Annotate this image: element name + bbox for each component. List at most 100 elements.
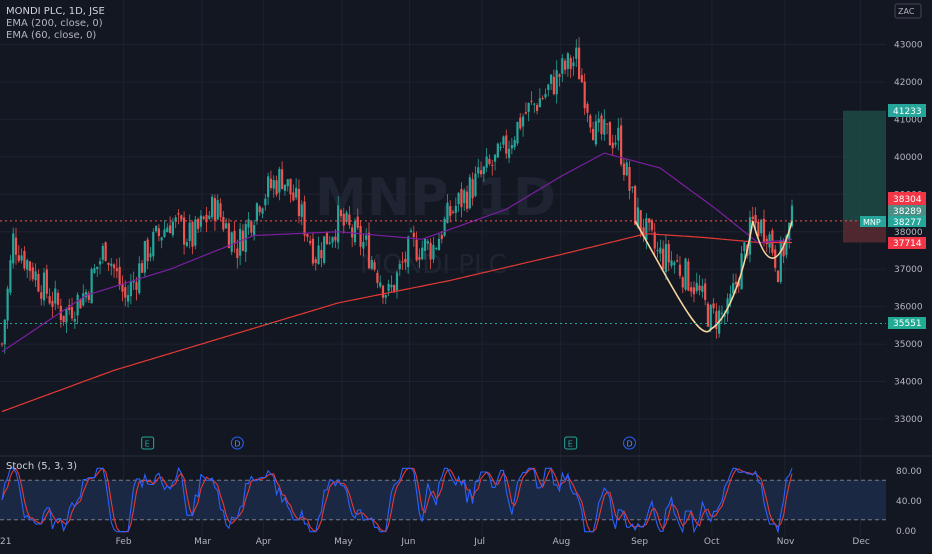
marker-letter: E bbox=[568, 440, 573, 449]
candle-body bbox=[687, 261, 690, 291]
candle-body bbox=[289, 178, 292, 195]
support-price-text: 35551 bbox=[893, 319, 922, 329]
candle-body bbox=[493, 154, 497, 162]
time-tick-label: Aug bbox=[553, 537, 571, 547]
candle-body bbox=[239, 228, 242, 256]
candle-body bbox=[681, 277, 684, 288]
candle-body bbox=[451, 211, 455, 213]
candle-body bbox=[552, 76, 555, 95]
candle-body bbox=[272, 180, 275, 189]
candle-body bbox=[606, 123, 609, 125]
candle-body bbox=[516, 121, 519, 144]
candle-body bbox=[96, 266, 99, 270]
candle-body bbox=[28, 261, 32, 272]
candle-body bbox=[715, 311, 718, 330]
candle-body bbox=[491, 164, 494, 166]
time-tick-label: Apr bbox=[256, 537, 272, 547]
time-tick-label: Jun bbox=[400, 537, 415, 547]
candle-body bbox=[281, 169, 284, 189]
candle-body bbox=[597, 118, 600, 123]
candle-body bbox=[608, 122, 612, 146]
time-tick-label: Oct bbox=[704, 537, 720, 547]
candle-body bbox=[387, 283, 390, 291]
candle-body bbox=[706, 303, 710, 327]
candle-body bbox=[93, 268, 96, 273]
time-tick-label: Dec bbox=[852, 537, 869, 547]
candle-body bbox=[34, 271, 37, 281]
candle-body bbox=[196, 218, 200, 229]
dividend-marker-circle bbox=[623, 436, 637, 450]
candle-body bbox=[54, 288, 57, 304]
candle-body bbox=[149, 253, 152, 258]
candle-body bbox=[23, 250, 26, 269]
candle-body bbox=[73, 318, 76, 322]
candle-body bbox=[306, 234, 309, 237]
candle-body bbox=[12, 233, 15, 264]
candle-body bbox=[157, 228, 160, 237]
candle-body bbox=[513, 140, 516, 148]
candle-body bbox=[348, 214, 351, 226]
candle-body bbox=[339, 209, 343, 217]
currency-badge[interactable]: ZAC bbox=[894, 3, 922, 19]
candle-body bbox=[734, 281, 738, 285]
stoch-legend: Stoch (5, 3, 3) bbox=[6, 461, 77, 472]
ema-price-text: 37714 bbox=[893, 239, 922, 249]
price-tick-label: 41000 bbox=[894, 115, 923, 125]
candle-body bbox=[502, 136, 505, 145]
stoch-band bbox=[0, 480, 886, 520]
candle-body bbox=[535, 105, 539, 111]
candle-body bbox=[555, 70, 558, 95]
candle-body bbox=[20, 255, 23, 261]
candle-body bbox=[331, 237, 334, 243]
candle-body bbox=[485, 156, 488, 168]
stop-price-text: 38304 bbox=[893, 195, 922, 205]
handle-pattern-curve[interactable] bbox=[752, 220, 793, 259]
candle-body bbox=[774, 249, 777, 268]
time-axis[interactable]: 21 Feb Mar Apr May Jun Jul Aug Sep Oct Nov Dec bbox=[0, 537, 870, 547]
candle-body bbox=[225, 223, 228, 229]
price-tick-label: 35000 bbox=[894, 340, 923, 350]
dividend-marker[interactable]: D bbox=[230, 436, 244, 450]
price-tick-label: 34000 bbox=[894, 378, 923, 388]
last-price-a-text: 38289 bbox=[893, 207, 922, 217]
candle-body bbox=[533, 103, 536, 105]
stoch-axis[interactable]: 80.00 40.00 0.00 bbox=[896, 467, 922, 537]
marker-letter: E bbox=[145, 440, 150, 449]
ema200-line bbox=[1, 232, 792, 413]
currency-label: ZAC bbox=[898, 7, 915, 16]
candle-body bbox=[82, 293, 85, 306]
candle-body bbox=[267, 176, 270, 198]
candle-body bbox=[359, 225, 362, 247]
candle-body bbox=[418, 257, 421, 260]
candle-body bbox=[662, 248, 665, 269]
candle-body bbox=[26, 260, 29, 270]
candle-body bbox=[754, 215, 757, 224]
candle-body bbox=[440, 234, 443, 240]
candle-body bbox=[191, 221, 194, 247]
long-position-box[interactable] bbox=[843, 110, 886, 243]
candle-body bbox=[538, 98, 541, 108]
earnings-marker-box bbox=[141, 436, 155, 450]
candle-body bbox=[185, 242, 188, 246]
candle-body bbox=[460, 188, 463, 208]
candle-body bbox=[586, 103, 589, 113]
watermark-ticker: MNP, 1D bbox=[315, 168, 556, 228]
candle-body bbox=[40, 292, 43, 299]
earnings-marker[interactable]: E bbox=[141, 436, 155, 450]
candle-body bbox=[42, 272, 46, 301]
candle-body bbox=[482, 166, 485, 174]
candle-body bbox=[393, 285, 396, 292]
symbol-tag-text: MNP bbox=[863, 218, 881, 227]
candle-body bbox=[373, 262, 376, 270]
candle-body bbox=[115, 268, 118, 272]
candle-body bbox=[126, 295, 130, 302]
cup-pattern-curve[interactable] bbox=[634, 220, 754, 333]
earnings-marker[interactable]: E bbox=[564, 436, 578, 450]
candle-body bbox=[776, 270, 780, 283]
candle-body bbox=[395, 272, 399, 291]
candle-body bbox=[409, 230, 413, 233]
dividend-marker[interactable]: D bbox=[623, 436, 637, 450]
candle-body bbox=[622, 163, 626, 175]
